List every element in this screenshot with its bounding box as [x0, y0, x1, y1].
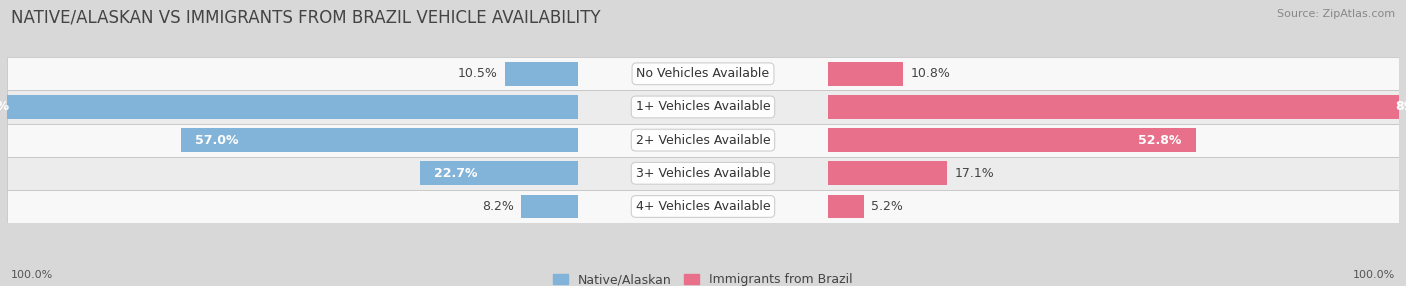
Text: 8.2%: 8.2% [482, 200, 513, 213]
Bar [505, 62, 578, 86]
Bar [7, 190, 1399, 223]
Text: 57.0%: 57.0% [195, 134, 239, 147]
Text: 52.8%: 52.8% [1139, 134, 1182, 147]
Text: 2+ Vehicles Available: 2+ Vehicles Available [636, 134, 770, 147]
Bar [828, 95, 1406, 119]
Text: 3+ Vehicles Available: 3+ Vehicles Available [636, 167, 770, 180]
Bar [828, 62, 904, 86]
Bar [828, 161, 948, 185]
Legend: Native/Alaskan, Immigrants from Brazil: Native/Alaskan, Immigrants from Brazil [548, 269, 858, 286]
Text: No Vehicles Available: No Vehicles Available [637, 67, 769, 80]
Bar [7, 90, 1399, 124]
Text: 100.0%: 100.0% [11, 270, 53, 280]
Bar [181, 128, 578, 152]
Text: 4+ Vehicles Available: 4+ Vehicles Available [636, 200, 770, 213]
Text: 10.8%: 10.8% [911, 67, 950, 80]
Bar [828, 194, 865, 219]
Bar [420, 161, 578, 185]
Text: NATIVE/ALASKAN VS IMMIGRANTS FROM BRAZIL VEHICLE AVAILABILITY: NATIVE/ALASKAN VS IMMIGRANTS FROM BRAZIL… [11, 9, 600, 27]
Bar [0, 95, 578, 119]
Text: Source: ZipAtlas.com: Source: ZipAtlas.com [1277, 9, 1395, 19]
Text: 89.6%: 89.6% [1395, 100, 1406, 114]
Text: 5.2%: 5.2% [872, 200, 903, 213]
Bar [7, 124, 1399, 157]
Text: 89.8%: 89.8% [0, 100, 10, 114]
Bar [828, 128, 1195, 152]
Text: 22.7%: 22.7% [433, 167, 477, 180]
Text: 100.0%: 100.0% [1353, 270, 1395, 280]
Text: 17.1%: 17.1% [955, 167, 994, 180]
Bar [7, 157, 1399, 190]
Bar [7, 57, 1399, 90]
Bar [520, 194, 578, 219]
Text: 1+ Vehicles Available: 1+ Vehicles Available [636, 100, 770, 114]
Text: 10.5%: 10.5% [458, 67, 498, 80]
